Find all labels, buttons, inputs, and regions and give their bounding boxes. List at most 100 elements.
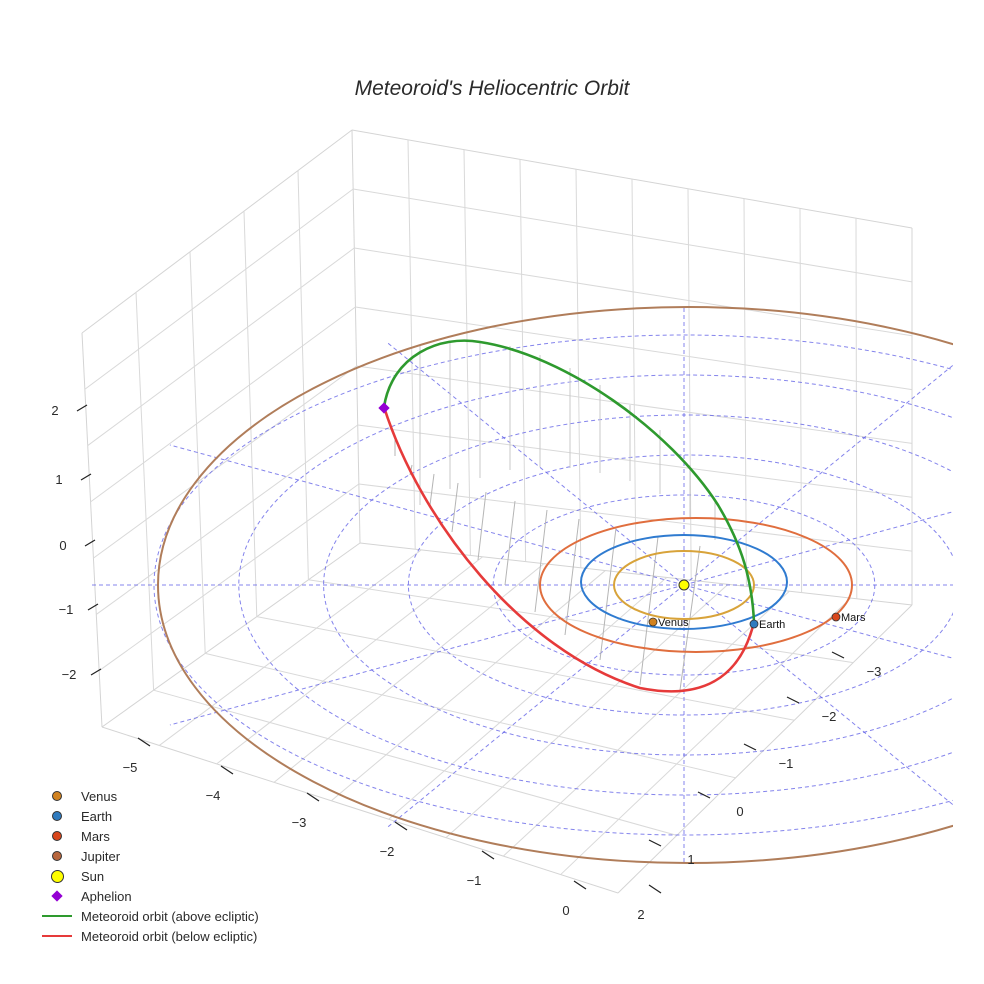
x-tick-mark	[394, 821, 408, 831]
x-tick-mark	[648, 884, 662, 894]
planet-earth-label: Earth	[759, 619, 785, 631]
grid-line	[243, 211, 258, 617]
y-tick-mark	[743, 743, 757, 751]
grid-line	[84, 188, 354, 390]
legend-item[interactable]: Meteoroid orbit (above ecliptic)	[40, 906, 259, 926]
box-grid-lines	[84, 139, 913, 875]
legend-item[interactable]: Aphelion	[40, 886, 259, 906]
legend-line-icon	[40, 926, 74, 946]
z-tick-mark	[90, 668, 102, 676]
legend-item[interactable]: Venus	[40, 786, 259, 806]
y-tick-label: −1	[779, 756, 794, 771]
grid-line	[205, 652, 736, 779]
drop-line	[564, 518, 580, 636]
planet-earth-marker	[749, 619, 759, 629]
grid-line	[445, 583, 729, 839]
x-tick-label: −4	[206, 788, 221, 803]
x-tick-label: 2	[637, 907, 644, 922]
circle-icon	[40, 826, 74, 846]
grid-line	[354, 247, 913, 337]
y-tick-label: −2	[822, 709, 837, 724]
z-tick-label: 0	[59, 538, 66, 553]
legend-label: Venus	[81, 788, 118, 804]
grid-spoke	[683, 584, 953, 659]
orbit-above-ecliptic	[382, 339, 756, 623]
drop-line	[477, 491, 487, 561]
z-tick-mark	[84, 539, 96, 547]
aphelion-marker	[378, 402, 390, 414]
grid-line	[90, 306, 356, 503]
y-tick-label: 0	[736, 804, 743, 819]
grid-line	[575, 169, 582, 568]
legend-line-icon	[40, 906, 74, 926]
grid-spoke	[386, 342, 685, 586]
z-tick-mark	[80, 473, 92, 481]
x-tick-mark	[306, 792, 320, 802]
grid-line	[463, 149, 471, 556]
grid-line	[799, 208, 803, 593]
grid-line	[743, 198, 747, 587]
grid-line	[87, 247, 355, 446]
legend-label: Meteoroid orbit (above ecliptic)	[81, 908, 259, 924]
z-tick-label: −2	[62, 667, 77, 682]
orbit-earth	[580, 534, 788, 630]
drop-line	[504, 500, 516, 586]
grid-line	[353, 188, 913, 283]
y-tick-mark	[786, 696, 800, 704]
legend-item[interactable]: Meteoroid orbit (below ecliptic)	[40, 926, 259, 946]
sun-marker	[678, 579, 690, 591]
legend-item[interactable]: Jupiter	[40, 846, 259, 866]
grid-line	[855, 218, 858, 599]
orbit-below-ecliptic	[382, 406, 756, 693]
planet-venus-label: Venus	[658, 617, 689, 629]
x-tick-mark	[220, 765, 234, 775]
legend-label: Earth	[81, 808, 113, 824]
legend-label: Mars	[81, 828, 110, 844]
y-tick-mark	[648, 839, 662, 847]
grid-line	[356, 365, 913, 444]
circle-icon	[40, 866, 74, 886]
grid-line	[355, 306, 913, 391]
grid-line	[273, 563, 545, 783]
grid-line	[687, 188, 692, 581]
y-tick-label: −3	[867, 664, 882, 679]
grid-ring	[153, 334, 953, 836]
planet-orbits	[157, 306, 953, 864]
drop-line	[534, 509, 548, 613]
grid-line	[98, 483, 360, 672]
x-tick-label: −1	[467, 873, 482, 888]
y-tick-mark	[831, 651, 845, 659]
drop-line	[451, 482, 459, 533]
y-tick-mark	[697, 791, 711, 799]
grid-spoke	[683, 511, 953, 586]
x-tick-label: −2	[380, 844, 395, 859]
grid-spoke	[683, 364, 953, 586]
grid-line	[358, 483, 913, 552]
legend-item[interactable]: Sun	[40, 866, 259, 886]
legend-label: Aphelion	[81, 888, 132, 904]
circle-icon	[40, 846, 74, 866]
z-tick-label: 1	[55, 472, 62, 487]
legend-label: Meteoroid orbit (below ecliptic)	[81, 928, 258, 944]
grid-line	[256, 616, 795, 721]
legend-label: Jupiter	[81, 848, 121, 864]
z-tick-label: −1	[59, 602, 74, 617]
circle-icon	[40, 806, 74, 826]
grid-spoke	[386, 584, 685, 828]
back-wall-grid	[81, 129, 913, 894]
x-tick-mark	[573, 880, 587, 890]
planet-mars-marker	[831, 612, 841, 622]
orbit-drop-lines	[394, 341, 716, 691]
legend-item[interactable]: Mars	[40, 826, 259, 846]
grid-line	[331, 570, 606, 802]
legend-item[interactable]: Earth	[40, 806, 259, 826]
axis-ticks: −5 −4 −3 −2 −1 0 2 −3 −2 −1 0 1 −2 −1 0 1 2	[51, 403, 881, 922]
planet-venus-marker	[648, 617, 658, 627]
grid-spoke	[169, 444, 685, 586]
orbit-mars	[539, 517, 853, 653]
x-tick-label: −3	[292, 815, 307, 830]
grid-line	[153, 689, 677, 836]
z-tick-label: 2	[51, 403, 58, 418]
grid-line	[297, 170, 309, 580]
